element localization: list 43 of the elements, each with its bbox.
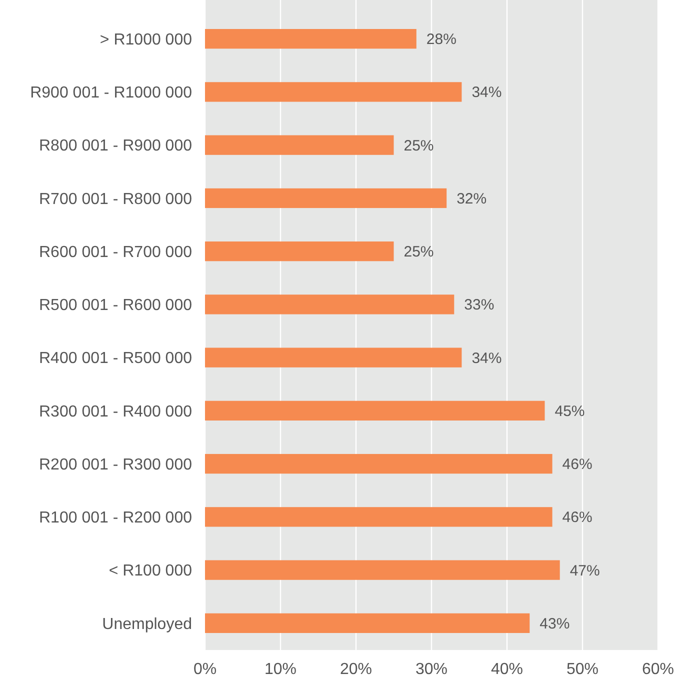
data-label: 33% [464,296,494,314]
x-tick-label: 40% [490,661,524,678]
data-label: 43% [540,615,570,632]
y-tick-label: R600 001 - R700 000 [39,244,192,261]
bar [205,82,462,102]
y-tick-label: R200 001 - R300 000 [39,456,192,474]
bar [205,188,447,208]
bar [205,29,416,49]
data-label: 28% [426,31,456,48]
x-tick-label: 10% [264,661,297,678]
y-tick-label: R400 001 - R500 000 [39,350,192,368]
bar [205,294,454,314]
y-tick-label: Unemployed [102,616,192,633]
data-label: 32% [456,190,487,208]
y-tick-label: R700 001 - R800 000 [39,190,192,208]
y-tick-label: R500 001 - R600 000 [39,297,192,314]
data-label: 45% [554,402,585,420]
x-tick-label: 50% [566,661,599,678]
y-tick-label: R900 001 - R1000 000 [30,84,192,102]
data-label: 46% [562,509,592,526]
x-tick-label: 0% [193,661,217,678]
data-label: 25% [404,244,434,261]
data-label: 46% [562,456,592,474]
y-tick-label: > R1000 000 [100,31,192,48]
bar [205,454,552,474]
data-label: 34% [472,84,502,102]
bar [205,348,462,368]
y-tick-label: R300 001 - R400 000 [39,403,192,420]
x-tick-label: 30% [415,661,448,678]
bar [205,400,545,421]
x-tick-label: 20% [340,661,372,678]
data-label: 25% [404,137,434,154]
y-tick-label: R100 001 - R200 000 [39,510,192,527]
bar [205,507,552,527]
bar [205,241,394,262]
y-tick-label: R800 001 - R900 000 [39,138,192,155]
data-label: 47% [570,562,600,580]
x-tick-label: 60% [642,661,674,678]
y-tick-label: < R100 000 [108,562,192,580]
bar [205,613,530,633]
bar [205,135,394,155]
data-label: 34% [472,350,502,367]
bar [205,560,560,580]
